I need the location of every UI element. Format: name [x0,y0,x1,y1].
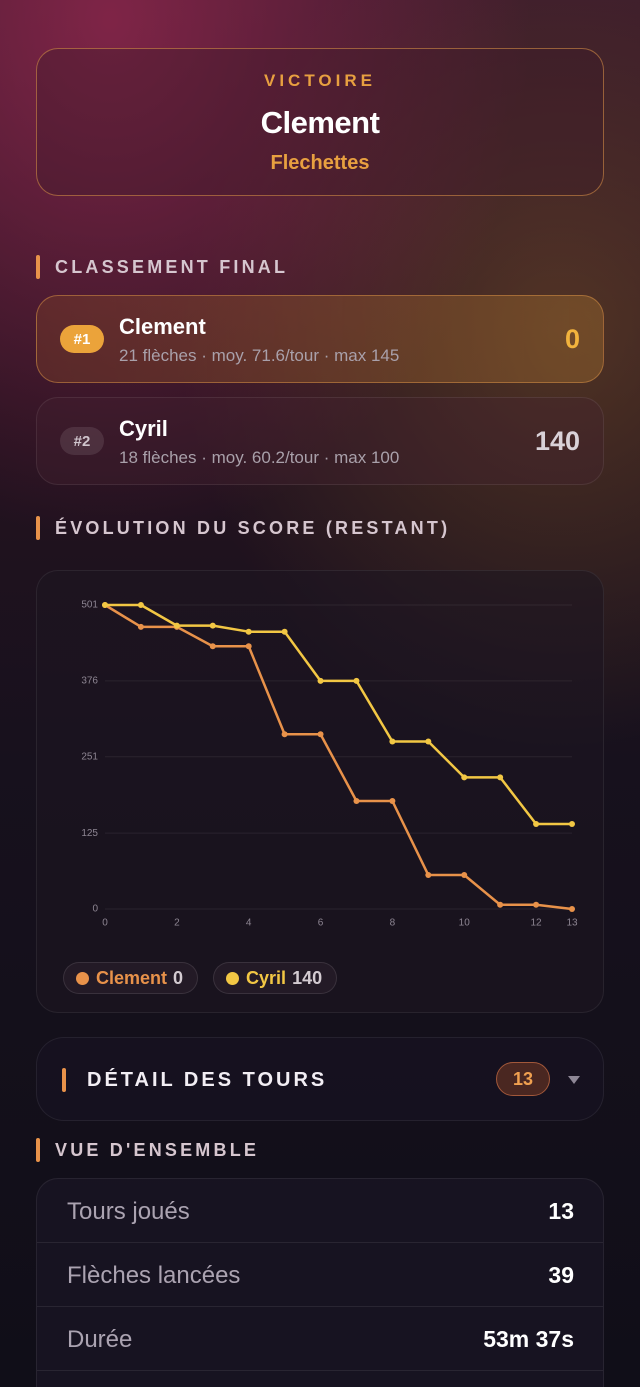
data-point [569,906,575,912]
data-point [533,821,540,828]
legend: Clement 0 Cyril 140 [63,962,338,994]
x-tick-label: 8 [390,918,396,929]
stat-value: 39 [548,1262,574,1288]
data-point [209,622,216,629]
y-tick-label: 0 [92,904,98,915]
stat-value: 53m 37s [483,1326,574,1352]
data-point [389,797,396,804]
data-point [389,738,396,745]
series-line [105,603,572,826]
player-name: Cyril [119,416,168,441]
rank-badge: #2 [60,427,104,455]
data-point [137,623,144,630]
y-tick-label: 501 [81,600,98,611]
data-point [137,602,144,608]
data-point [245,628,252,635]
legend-swatch [76,971,89,985]
player-name: Clement [119,314,206,339]
data-point [281,731,288,738]
data-point [497,774,504,781]
chart-title: ÉVOLUTION DU SCORE (RESTANT) [55,517,451,538]
x-tick-label: 12 [531,918,543,929]
section-title: CLASSEMENT FINAL [55,256,289,277]
ranking-row[interactable]: #1 Clement 21 flèches · moy. 71.6/tour ·… [36,295,604,383]
data-point [353,797,360,804]
player-score: 140 [534,426,580,456]
data-point [569,821,575,828]
stat-value: 13 [548,1198,574,1224]
data-point [317,677,324,684]
legend-value: 0 [173,967,184,988]
data-point [497,901,504,908]
x-tick-label: 6 [318,918,324,929]
data-point [353,677,360,684]
x-tick-label: 2 [174,918,180,929]
series-line [104,603,573,911]
section-header: VUE D'ENSEMBLE [36,1138,259,1162]
x-tick-label: 10 [459,918,471,929]
legend-item[interactable]: Cyril 140 [213,962,338,994]
legend-label: Cyril [246,967,287,988]
data-point [533,901,540,908]
section-header: ÉVOLUTION DU SCORE (RESTANT) [36,516,450,540]
legend-item[interactable]: Clement 0 [63,962,199,994]
stat-label: Durée [67,1326,133,1353]
game-name: Flechettes [270,152,370,174]
stat-label: Flèches lancées [67,1262,241,1289]
stat-row: Tours joués 13 [37,1179,603,1243]
victory-label: VICTOIRE [264,71,376,90]
winner-name: Clement [260,105,380,140]
chart-card: 0 125 251 376 501 0 2 4 6 8 10 12 13 Clement 0 Cyril 14… [36,570,604,1013]
data-point [173,622,180,629]
y-tick-label: 251 [81,751,98,762]
data-point [461,872,468,879]
section-header: CLASSEMENT FINAL [36,255,288,279]
details-count: 13 [496,1062,550,1096]
player-stats: 21 flèches · moy. 71.6/tour · max 145 [119,346,400,365]
x-tick-label: 13 [566,918,578,929]
player-stats: 18 flèches · moy. 60.2/tour · max 100 [119,448,400,467]
stat-row: Durée 53m 37s [37,1307,603,1371]
y-tick-label: 376 [81,675,98,686]
accent-bar [36,255,40,279]
legend-value: 140 [292,967,323,988]
data-point [102,602,108,608]
accent-bar [62,1068,66,1092]
x-tick-label: 4 [246,918,252,929]
section-title: VUE D'ENSEMBLE [55,1139,260,1160]
details-toggle[interactable]: DÉTAIL DES TOURS 13 [36,1037,604,1121]
x-tick-label: 0 [102,918,108,929]
overview-card: Tours joués 13 Flèches lancées 39 Durée 53m 3… [36,1178,604,1387]
stat-label: Tours joués [67,1198,190,1225]
victory-card: VICTOIRE Clement Flechettes [36,48,604,196]
y-tick-label: 125 [81,828,98,839]
accent-bar [36,516,40,540]
player-score: 0 [564,324,580,354]
data-point [425,738,432,745]
data-point [245,643,252,650]
chart: 0 125 251 376 501 0 2 4 6 8 10 12 13 [81,600,578,929]
data-point [317,731,324,738]
expand-arrow[interactable] [567,1075,581,1085]
accent-bar [36,1138,40,1162]
data-point [209,643,216,650]
details-title: DÉTAIL DES TOURS [87,1069,328,1091]
data-point [461,774,468,781]
legend-label: Clement [96,967,168,988]
ranking-row[interactable]: #2 Cyril 18 flèches · moy. 60.2/tour · m… [36,397,604,485]
stat-row: Flèches lancées 39 [37,1243,603,1307]
legend-swatch [226,971,240,985]
data-point [281,628,288,635]
rank-badge: #1 [60,325,104,353]
data-point [425,872,432,879]
